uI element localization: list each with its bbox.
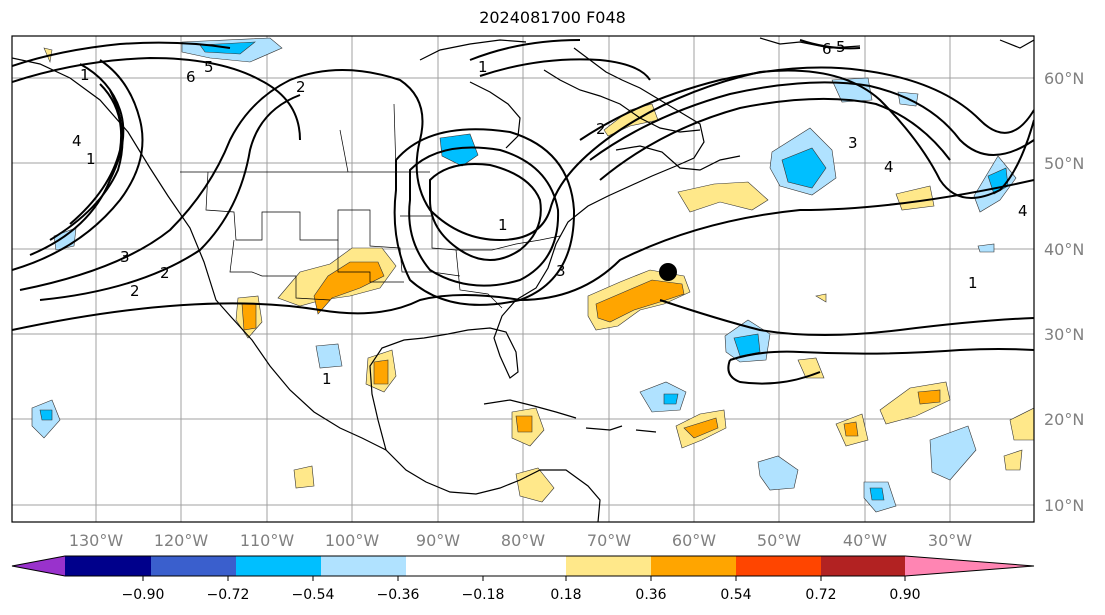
map-border	[11, 35, 1035, 523]
contour-label: 1	[86, 150, 96, 168]
map-title: 2024081700 F048	[479, 8, 626, 27]
lon-label: 90°W	[416, 531, 460, 550]
lon-label: 120°W	[154, 531, 209, 550]
contour-label: 1	[80, 66, 90, 84]
colorbar: −0.90 −0.72 −0.54 −0.36 −0.18 0.18 0.36 …	[11, 555, 1035, 603]
colorbar-tick-label: −0.36	[377, 587, 420, 603]
longitude-labels: 130°W 120°W 110°W 100°W 90°W 80°W 70°W 6…	[69, 531, 972, 550]
contour-lines	[12, 39, 1034, 385]
contour-label: 1	[322, 370, 332, 388]
lat-label: 40°N	[1044, 240, 1084, 259]
colorbar-tick-label: 0.90	[889, 587, 920, 603]
coastlines	[12, 37, 1034, 522]
lon-label: 130°W	[69, 531, 124, 550]
positive-anomaly-shading	[43, 47, 1034, 503]
lat-label: 60°N	[1044, 69, 1084, 88]
political-borders	[180, 103, 561, 309]
contour-label: 1	[968, 274, 978, 292]
lon-label: 110°W	[240, 531, 295, 550]
colorbar-segment	[566, 556, 651, 576]
colorbar-segment	[736, 556, 821, 576]
colorbar-segment	[651, 556, 736, 576]
lon-label: 60°W	[672, 531, 716, 550]
lat-label: 30°N	[1044, 325, 1084, 344]
contour-label-group: 1 2 3 4 5 6 1 2 3 4 5 6 1 2 3 4 1 1 1 2	[72, 38, 1028, 388]
lat-label: 20°N	[1044, 410, 1084, 429]
contour-label: 1	[498, 216, 508, 234]
colorbar-segment	[321, 556, 406, 576]
contour-label: 4	[72, 132, 82, 150]
contour-label: 6	[186, 68, 196, 86]
colorbar-tick-label: −0.54	[292, 587, 335, 603]
colorbar-segment	[65, 556, 151, 576]
contour-label: 2	[296, 78, 306, 96]
lon-label: 30°W	[928, 531, 972, 550]
lat-label: 10°N	[1044, 496, 1084, 515]
colorbar-tick-label: 0.54	[720, 587, 751, 603]
contour-label: 3	[120, 248, 130, 266]
colorbar-segment	[821, 556, 905, 576]
colorbar-tick-label: 0.18	[550, 587, 581, 603]
contour-label: 3	[556, 262, 566, 280]
colorbar-tick-label: −0.90	[122, 587, 165, 603]
contour-label: 2	[596, 120, 606, 138]
latitude-labels: 60°N 50°N 40°N 30°N 20°N 10°N	[1044, 69, 1084, 515]
colorbar-tick-label: −0.18	[462, 587, 505, 603]
contour-label: 1	[478, 58, 488, 76]
contour-label: 6	[822, 40, 832, 58]
contour-label: 2	[130, 282, 140, 300]
lon-label: 40°W	[843, 531, 887, 550]
colorbar-right-extension	[905, 556, 1034, 576]
lon-label: 100°W	[325, 531, 380, 550]
contour-label: 3	[848, 134, 858, 152]
contour-label: 4	[884, 158, 894, 176]
lon-label: 50°W	[757, 531, 801, 550]
lon-label: 70°W	[587, 531, 631, 550]
lon-label: 80°W	[501, 531, 545, 550]
lat-label: 50°N	[1044, 154, 1084, 173]
colorbar-left-extension	[12, 556, 65, 576]
colorbar-segment	[406, 556, 566, 576]
colorbar-segment	[236, 556, 321, 576]
storm-center-marker	[659, 263, 677, 281]
contour-label: 2	[160, 264, 170, 282]
contour-label: 4	[1018, 202, 1028, 220]
colorbar-segment	[151, 556, 236, 576]
colorbar-tick-label: 0.72	[805, 587, 836, 603]
colorbar-tick-label: 0.36	[635, 587, 666, 603]
contour-label: 5	[204, 58, 214, 76]
colorbar-tick-label: −0.72	[207, 587, 250, 603]
contour-label: 5	[836, 38, 846, 56]
